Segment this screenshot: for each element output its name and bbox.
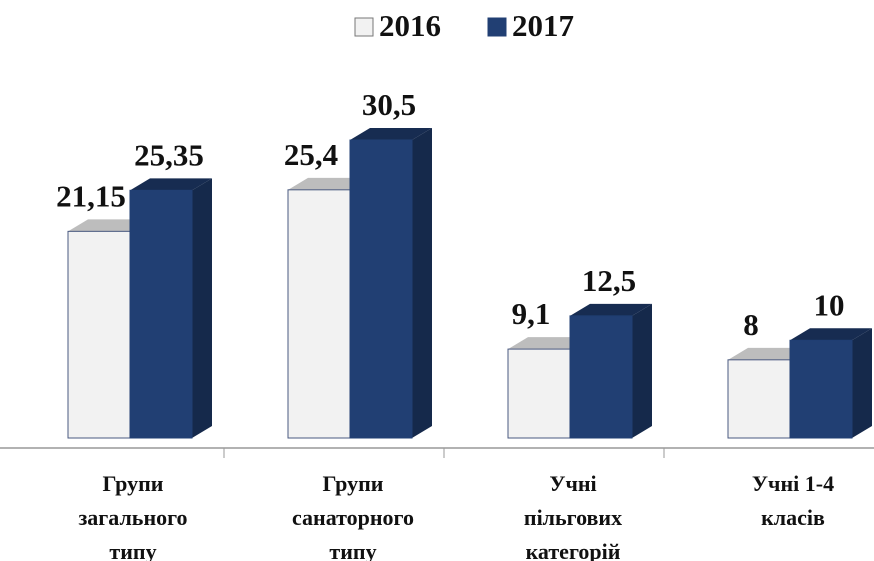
value-label: 25,4 <box>284 137 338 172</box>
bar <box>569 303 652 439</box>
bar-top <box>790 328 872 341</box>
bar-top <box>350 128 432 140</box>
value-label: 21,15 <box>56 178 126 213</box>
bar-side <box>192 178 212 438</box>
bar-front <box>287 189 351 439</box>
legend-label: 2016 <box>379 8 441 43</box>
bar-front <box>507 348 571 439</box>
bar-front <box>349 139 413 439</box>
value-label: 8 <box>743 307 759 342</box>
bar <box>129 178 212 439</box>
bar-front <box>727 359 791 439</box>
legend-label: 2017 <box>512 8 574 43</box>
x-tick-label: Групи загального типу <box>78 471 187 561</box>
bar-top <box>570 303 652 316</box>
legend-marker <box>487 17 507 37</box>
legend-marker <box>354 17 374 37</box>
x-tick-label: Учні 1-4 класів <box>752 471 834 530</box>
value-label: 12,5 <box>582 263 636 298</box>
value-label: 9,1 <box>512 296 551 331</box>
value-label: 25,35 <box>134 137 204 172</box>
bar-side <box>412 128 432 438</box>
bar-side <box>632 303 652 438</box>
value-label: 10 <box>814 287 845 322</box>
bar-side <box>852 328 872 438</box>
bar <box>349 128 432 439</box>
bar-front <box>569 315 633 439</box>
bar-front <box>789 339 853 439</box>
bar-front <box>67 230 131 439</box>
bar <box>789 328 872 439</box>
bar-top <box>130 178 212 191</box>
x-tick-label: Групи санаторного типу <box>292 471 414 561</box>
bar-front <box>129 189 193 439</box>
value-label: 30,5 <box>362 87 416 122</box>
x-tick-label: Учні пільгових категорій <box>524 471 622 561</box>
